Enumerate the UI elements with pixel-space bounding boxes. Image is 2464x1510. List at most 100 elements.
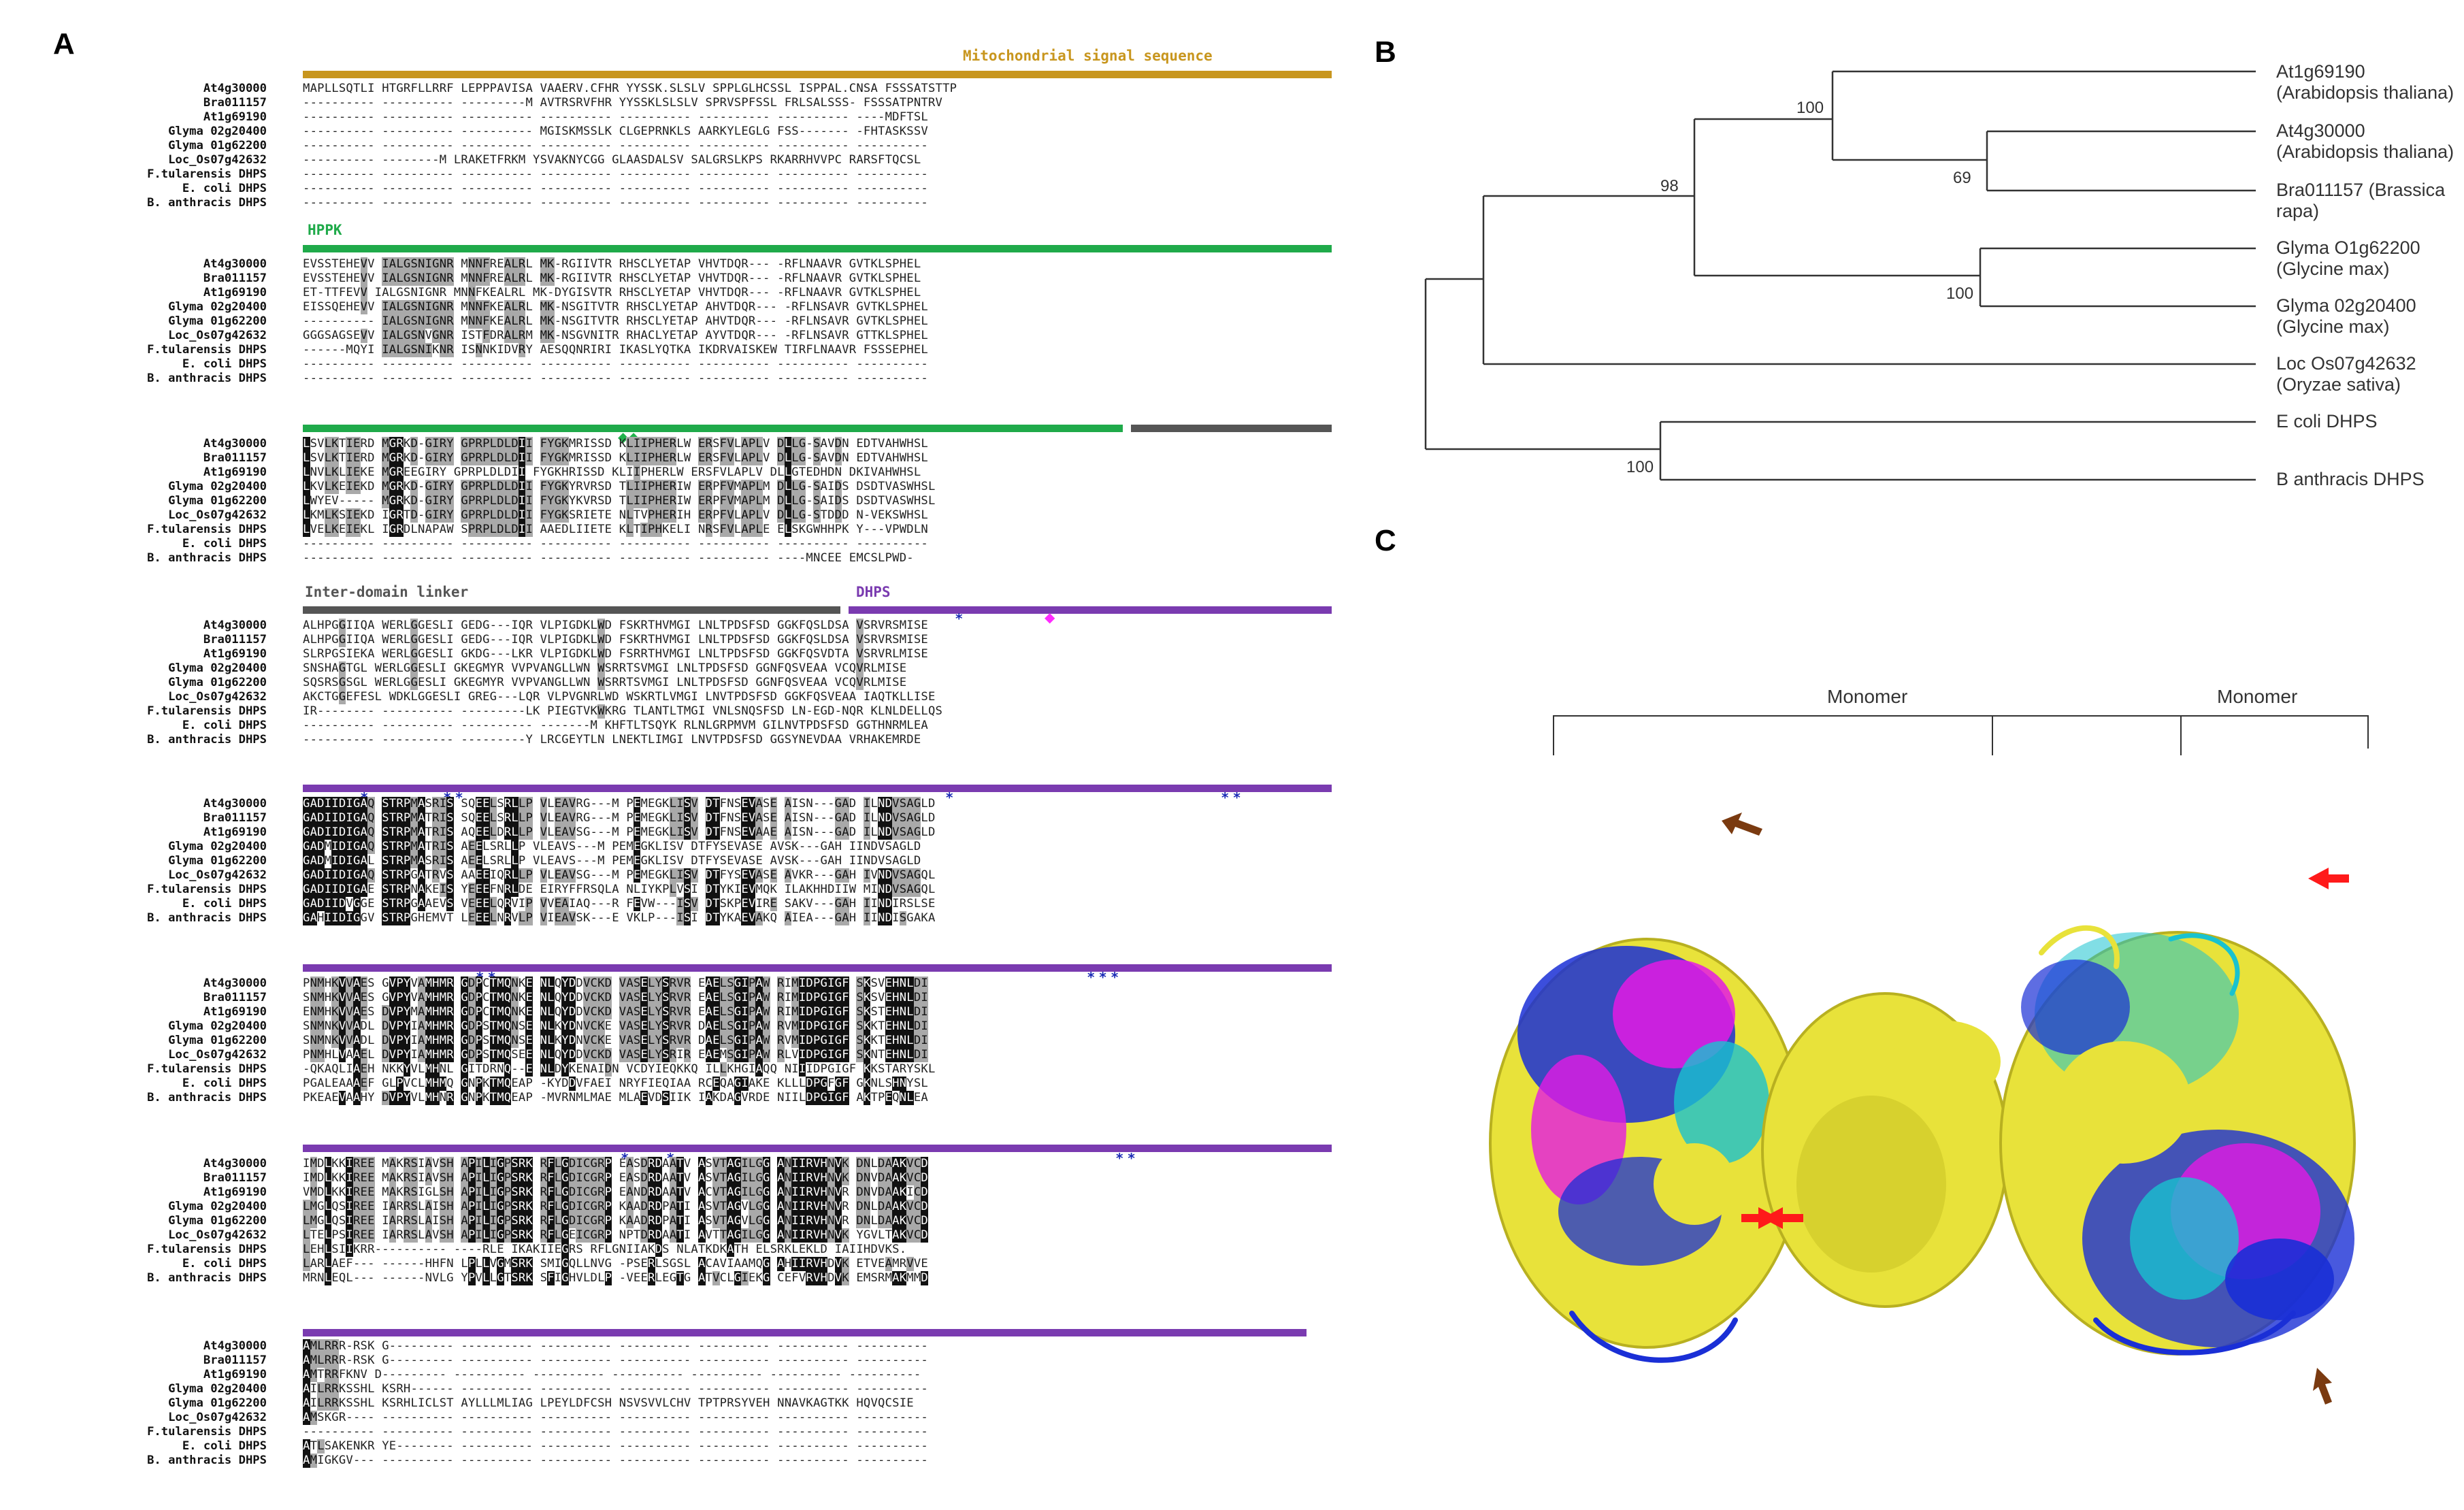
hppk-bar-2: [303, 425, 1123, 432]
sequence-row: GAHIIDIGGV STRPGHEMVT LEEELNRVLP VIEAVSK…: [303, 911, 936, 925]
linker-bar-2: [303, 606, 840, 614]
sequence-row: MAPLLSQTLI HTGRFLLRRF LEPPPAVISA VAAERV.…: [303, 82, 957, 95]
sequence-row: AMLRRR-RSK G--------- ---------- -------…: [303, 1353, 928, 1368]
sequence-names: At4g30000 Bra011157 At1g69190 Glyma 02g2040…: [0, 257, 267, 386]
sequence-row: LTELPSIREE IARRSLAVSH APILIGPSRK RFLGEIC…: [303, 1228, 928, 1243]
sequence-name: B. anthracis DHPS: [147, 1454, 267, 1467]
sequence-row: EVSSTEHEVV IALGSNIGNR MNNFREALRL MK-RGII…: [303, 257, 921, 272]
sequence-row: ALHPGGIIQA WERLGGESLI GEDG---IQR VLPIGDK…: [303, 633, 928, 647]
sequence-row: EVSSTEHEVV IALGSNIGNR MNNFREALRL MK-RGII…: [303, 272, 921, 286]
sequence-name: F.tularensis DHPS: [147, 1243, 267, 1256]
sequence-rows: IMDLKKIREE MAKRSIAVSH APILIGPSRK RFLGDIC…: [303, 1157, 928, 1285]
monomer-label-right: Monomer: [2217, 686, 2298, 707]
bootstrap-value: 98: [1660, 177, 1679, 195]
sequence-row: ---------- ---------- ---------- MGISKMS…: [303, 125, 928, 138]
sequence-name: Glyma 01g62200: [168, 314, 267, 328]
ribbon-structure: [1489, 925, 2356, 1363]
sequence-row: ---------- ---------- ---------- -------…: [303, 357, 928, 371]
sequence-name: Loc_Os07g42632: [168, 868, 267, 882]
dhps-bar-2: [303, 785, 1332, 792]
sequence-name: Glyma 01g62200: [168, 854, 267, 868]
sequence-row: ---------- ---------- ---------M AVTRSRV…: [303, 96, 943, 110]
sequence-name: At1g69190: [203, 1368, 267, 1381]
sequence-name: Bra011157: [203, 811, 267, 825]
sequence-name: At1g69190: [203, 110, 267, 124]
sequence-name: F.tularensis DHPS: [147, 523, 267, 536]
tree-leaf: Glyma O1g62200 (Glycine max): [2276, 237, 2420, 279]
sequence-rows: AMLRRR-RSK G--------- ---------- -------…: [303, 1339, 928, 1468]
sequence-row: SQSRSGSGL WERLGGESLI GKEGMYR VVPVANGLLWN…: [303, 676, 907, 690]
sequence-row: IMDLKKIREE MAKRSIAVSH APILIGPSRK RFLGDIC…: [303, 1157, 928, 1171]
sequence-rows: LSVLKTIERD MGRKD-GIRY GPRPLDLDII FYGKMRI…: [303, 437, 936, 565]
dhps-bar-4: [303, 1145, 1332, 1152]
sequence-row: ------MQYI IALGSNIKNR ISNNKIDVRY AESQQNR…: [303, 343, 928, 357]
sequence-name: F.tularensis DHPS: [147, 704, 267, 718]
sequence-row: -QKAQLIAEH NKKYVLMHNL GITDRNQ--E NLDYKEN…: [303, 1062, 936, 1077]
sequence-name: Glyma 01g62200: [168, 1034, 267, 1047]
sequence-name: E. coli DHPS: [182, 537, 267, 551]
bootstrap-value: 69: [1953, 169, 1971, 187]
sequence-names: At4g30000 Bra011157 At1g69190 Glyma 02g2040…: [0, 1157, 267, 1285]
sequence-row: VMDLKKIREE MAKRSIGLSH APILIGPSRK RFLGDIC…: [303, 1185, 928, 1200]
sequence-row: ---------- ---------- ---------- -------…: [303, 1425, 928, 1439]
linker-bar-1: [1131, 425, 1332, 432]
sequence-name: Bra011157: [203, 96, 267, 110]
sequence-row: LMGLQSIREE IARRSLAISH APILIGPSRK RFLGDIC…: [303, 1214, 928, 1228]
sequence-name: B. anthracis DHPS: [147, 551, 267, 565]
sequence-name: Bra011157: [203, 1171, 267, 1185]
sequence-row: ---------- ---------- ---------- -------…: [303, 110, 928, 124]
sequence-row: MRNLEQL--- ------NVLG YPVLLGTSRK SFIGHVL…: [303, 1271, 928, 1285]
sequence-name: Glyma 01g62200: [168, 494, 267, 508]
sequence-name: At4g30000: [203, 1339, 267, 1353]
sequence-name: Bra011157: [203, 991, 267, 1004]
sequence-name: Bra011157: [203, 1353, 267, 1367]
sequence-name: At4g30000: [203, 619, 267, 632]
sequence-row: SNMNKVVADL DVPYIAMHMR GDPSTMQNSE NLKYDNV…: [303, 1034, 928, 1048]
sequence-row: GADMIDIGAQ STRPMATRIS AEELSRLLP VLEAVS--…: [303, 840, 921, 854]
sequence-rows: GADIIDIGAQ STRPMASRIS SQEELSRLLP VLEAVRG…: [303, 797, 936, 925]
tree-leaf: At4g30000 (Arabidopsis thaliana): [2276, 120, 2454, 162]
sequence-name: Glyma 02g20400: [168, 480, 267, 493]
sequence-rows: EVSSTEHEVV IALGSNIGNR MNNFREALRL MK-RGII…: [303, 257, 928, 386]
bootstrap-value: 100: [1946, 284, 1974, 303]
sequence-name: Loc_Os07g42632: [168, 1228, 267, 1242]
sequence-name: Glyma 01g62200: [168, 676, 267, 689]
tree-leaf: At1g69190 (Arabidopsis thaliana): [2276, 61, 2454, 103]
sequence-row: ---------- ---------- ---------- -------…: [303, 719, 928, 732]
sequence-name: At4g30000: [203, 257, 267, 271]
star-marker: *: [946, 789, 953, 806]
sequence-name: E. coli DHPS: [182, 1077, 267, 1090]
sequence-name: Bra011157: [203, 633, 267, 646]
sequence-row: GADIIDIGAQ STRPMATRIS SQEELSRLLP VLEAVRG…: [303, 811, 936, 825]
sequence-name: E. coli DHPS: [182, 357, 267, 371]
sequence-name: B. anthracis DHPS: [147, 1091, 267, 1104]
sequence-row: ET-TTFEVV IALGSNIGNR MNNFKEALRL MK-DYGIS…: [303, 286, 921, 300]
sequence-name: F.tularensis DHPS: [147, 883, 267, 896]
sequence-name: E. coli DHPS: [182, 182, 267, 195]
sequence-name: Glyma 02g20400: [168, 1382, 267, 1396]
sequence-row: ATLSAKENKR YE-------- ---------- -------…: [303, 1439, 928, 1454]
sequence-names: At4g30000 Bra011157 At1g69190 Glyma 02g2040…: [0, 619, 267, 747]
alignment-panel: A Mitochondrial signal sequence HPPK Int…: [0, 27, 1332, 1468]
sequence-row: LSVLKTIERD MGRKD-GIRY GPRPLDLDII FYGKMRI…: [303, 437, 928, 451]
sequence-row: AMTRRFKNV D--------- ---------- --------…: [303, 1368, 921, 1382]
sequence-row: GADIIDVGGE STRPGAAEVS VEEELQRVIP VVEAIAQ…: [303, 897, 936, 911]
sequence-name: Loc_Os07g42632: [168, 153, 267, 167]
sequence-name: Glyma 01g62200: [168, 139, 267, 152]
hppk-bar-1: [303, 245, 1332, 252]
linker-label: Inter-domain linker: [305, 584, 469, 600]
sequence-row: SNMNKVVADL DVPYIAMHMR GDPSTMQNSE NLKYDNV…: [303, 1019, 928, 1034]
sequence-row: GGGSAGSEVV IALGSNVGNR ISTFDRALRM MK-NSGV…: [303, 329, 928, 343]
sequence-name: Loc_Os07g42632: [168, 1048, 267, 1062]
star-marker: *: [955, 610, 963, 627]
sequence-rows: ALHPGGIIQA WERLGGESLI GEDG---IQR VLPIGDK…: [303, 619, 942, 747]
sequence-row: ---------- ---------- ---------- -------…: [303, 372, 928, 385]
sequence-row: ---------- ---------- ---------- -------…: [303, 196, 928, 210]
hppk-label: HPPK: [308, 222, 342, 238]
sequence-row: ---------- ---------- ---------- -------…: [303, 551, 914, 565]
sequence-names: At4g30000 Bra011157 At1g69190 Glyma 02g2040…: [0, 976, 267, 1105]
star-marker: * *: [1221, 789, 1241, 806]
sequence-name: Glyma 01g62200: [168, 1214, 267, 1228]
sequence-row: LMGLQSIREE IARRSLAISH APILIGPSRK RFLGDIC…: [303, 1200, 928, 1214]
sequence-row: ---------- ---------- ---------- -------…: [303, 139, 928, 152]
